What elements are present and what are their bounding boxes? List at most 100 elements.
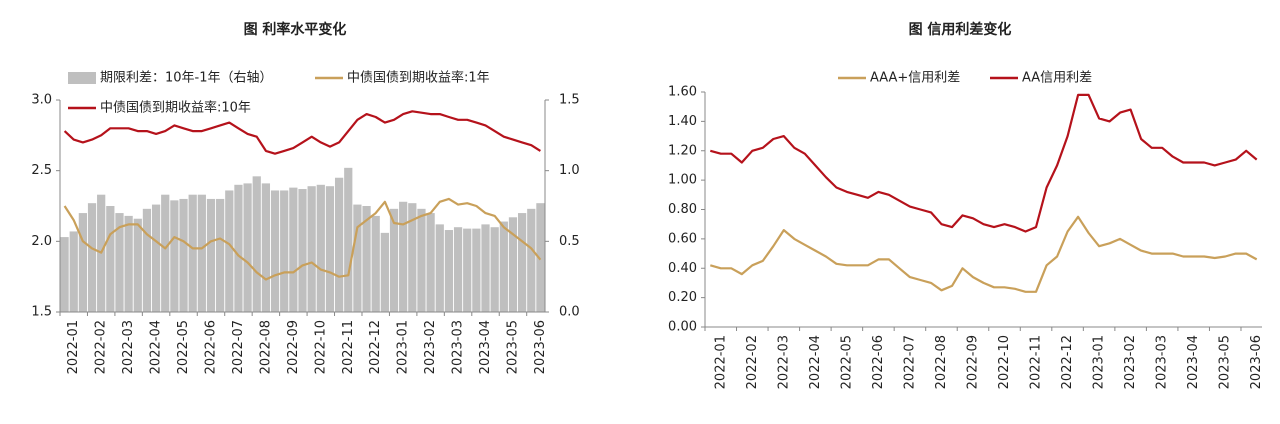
y-tick-label: 3.0 [31,93,52,108]
bar [188,194,197,312]
line [63,110,541,155]
x-tick-label: 2023-02 [1123,335,1138,389]
x-tick-label: 2022-07 [902,335,917,389]
bar [206,198,216,312]
bar [334,177,344,312]
x-tick-label: 2022-06 [203,320,218,374]
bar [170,200,179,312]
x-tick-label: 2022-05 [839,335,854,389]
y-tick-label: 0.80 [668,202,697,217]
x-tick-label: 2023-06 [533,320,548,374]
bar [133,218,142,312]
x-tick-label: 2022-02 [94,320,109,374]
x-tick-label: 2022-03 [121,320,136,374]
bar [499,221,508,312]
bar [463,228,472,312]
bar [389,208,399,312]
x-tick-label: 2022-06 [871,335,886,389]
y-tick-label: 2.0 [31,234,52,249]
x-tick-label: 2022-02 [745,335,760,389]
chart-title: 图 利率水平变化 [244,21,347,38]
x-tick-label: 2022-10 [313,320,328,374]
x-tick-label: 2022-01 [713,335,728,389]
bar [380,232,389,312]
bar [298,189,307,312]
y-tick-label: 1.20 [668,143,697,158]
y2-tick-label: 1.0 [559,163,580,178]
x-tick-label: 2022-11 [341,320,356,374]
bar [399,201,408,312]
legend-label: 中债国债到期收益率:10年 [100,100,251,116]
line [710,93,1258,233]
bar [371,215,380,312]
legend-swatch [68,72,96,84]
y-tick-label: 1.60 [668,85,697,100]
bar [289,187,298,312]
x-tick-label: 2023-05 [505,320,520,374]
legend-label: AA信用利差 [1022,71,1092,86]
x-tick-label: 2022-10 [997,335,1012,389]
y-tick-label: 1.00 [668,173,697,188]
x-tick-label: 2022-08 [258,320,273,374]
y-tick-label: 0.40 [668,261,697,276]
x-tick-label: 2022-07 [231,320,246,374]
x-tick-label: 2022-09 [286,320,301,374]
bar [481,224,490,312]
bar [60,237,69,312]
x-tick-label: 2023-01 [1092,335,1107,389]
line [63,197,542,281]
bar [151,204,161,312]
bar [435,224,444,312]
bar [179,198,188,312]
bar [161,194,170,312]
y-tick-label: 1.40 [668,114,697,129]
bar [307,186,316,312]
bar [78,213,87,312]
bar [261,183,271,312]
y-tick-label: 0.00 [668,320,697,335]
bar [490,227,499,312]
bar [362,206,371,312]
bar [353,204,362,312]
bar [115,213,124,312]
bar [444,230,454,312]
y-tick-label: 2.5 [31,163,52,178]
y-tick-label: 0.20 [668,290,697,305]
y-tick-label: 0.60 [668,231,697,246]
bar [325,186,335,312]
bar [142,208,152,312]
bar [472,228,481,312]
legend-label: AAA+信用利差 [870,71,960,86]
y-tick-label: 1.5 [31,305,52,320]
x-tick-label: 2023-01 [396,320,411,374]
bar [225,190,234,312]
x-tick-label: 2023-05 [1218,335,1233,389]
y2-tick-label: 0.5 [559,234,580,249]
x-tick-label: 2023-04 [1186,335,1201,389]
x-tick-label: 2022-12 [1060,335,1075,389]
x-tick-label: 2022-03 [776,335,791,389]
bar [252,176,261,312]
bar [344,167,353,312]
legend-label: 中债国债到期收益率:1年 [347,70,490,86]
x-tick-label: 2022-04 [808,335,823,389]
bar [417,208,426,312]
bar [243,183,252,312]
x-tick-label: 2022-01 [66,320,81,374]
y2-tick-label: 1.5 [559,93,580,108]
y2-tick-label: 0.0 [559,305,580,320]
line [709,215,1258,293]
bar [197,194,206,312]
bar [234,184,243,312]
chart-title: 图 信用利差变化 [909,21,1012,38]
legend-label: 期限利差：10年-1年（右轴） [100,71,273,86]
x-tick-label: 2022-11 [1029,335,1044,389]
bar [280,190,289,312]
bar [270,190,280,312]
bar [69,231,78,312]
bar [106,206,115,312]
bar [216,198,225,312]
x-tick-label: 2023-03 [1155,335,1170,389]
bar [527,208,536,312]
